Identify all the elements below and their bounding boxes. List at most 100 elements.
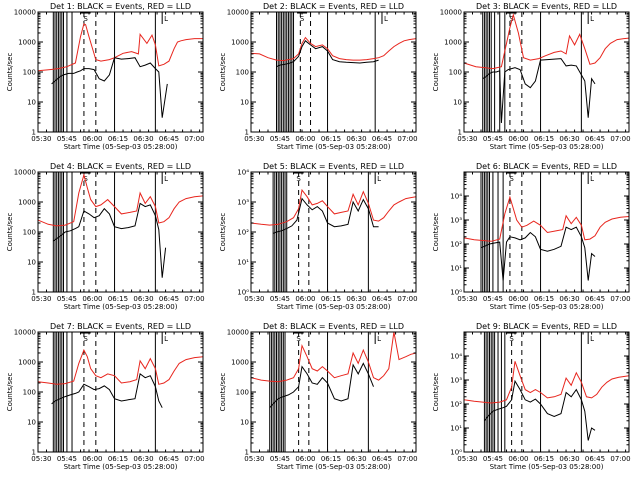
- y-tick-label: 10⁰: [450, 449, 462, 457]
- x-tick-label: 06:15: [534, 295, 554, 303]
- marker-l-label: L: [377, 175, 381, 183]
- x-tick-label: 05:45: [483, 295, 503, 303]
- lld-series-line: [463, 195, 630, 242]
- marker-s-label: S: [296, 335, 301, 343]
- x-tick-label: 06:30: [346, 295, 366, 303]
- marker-l-label: L: [377, 335, 381, 343]
- x-tick-label: 07:00: [397, 135, 417, 143]
- y-tick-label: 100: [449, 69, 462, 77]
- x-tick-label: 05:30: [31, 135, 51, 143]
- lld-series-line: [37, 173, 204, 227]
- y-tick-label: 10³: [237, 199, 249, 207]
- marker-l-label: L: [384, 15, 388, 23]
- events-series-line: [482, 58, 596, 124]
- y-tick-label: 10: [453, 99, 462, 107]
- marker-s-label: S: [83, 335, 88, 343]
- x-tick-label: 05:30: [244, 455, 264, 463]
- plot-frame: [37, 11, 204, 133]
- x-tick-label: 06:30: [559, 455, 579, 463]
- x-axis-label: Start Time (05-Sep-03 05:28:00): [490, 463, 604, 471]
- y-tick-label: 1000: [18, 199, 36, 207]
- y-tick-label: 10²: [237, 229, 249, 237]
- x-tick-label: 06:15: [108, 135, 128, 143]
- y-tick-label: 1000: [18, 359, 36, 367]
- y-tick-label: 10⁴: [450, 193, 462, 201]
- y-tick-label: 10³: [450, 217, 462, 225]
- x-tick-label: 06:30: [559, 135, 579, 143]
- x-tick-label: 06:30: [133, 295, 153, 303]
- detector-panel-5: Det 5: BLACK = Events, RED = LLD S L 10⁰ 10¹…: [219, 162, 418, 311]
- x-tick-label: 07:00: [610, 295, 630, 303]
- y-tick-label: 1000: [18, 39, 36, 47]
- y-tick-label: 1000: [444, 39, 462, 47]
- y-tick-label: 1: [32, 289, 36, 297]
- plot-frame: [463, 171, 630, 293]
- y-tick-label: 1: [245, 129, 249, 137]
- x-tick-label: 07:00: [184, 455, 204, 463]
- x-tick-label: 06:45: [372, 455, 392, 463]
- y-axis-label: Counts/sec: [432, 213, 440, 252]
- x-tick-label: 05:30: [457, 135, 477, 143]
- x-tick-label: 06:30: [346, 455, 366, 463]
- plot-frame: [250, 11, 417, 133]
- x-tick-label: 05:45: [270, 295, 290, 303]
- lld-series-line: [250, 36, 417, 62]
- plot-frame: [37, 331, 204, 453]
- y-axis-label: Counts/sec: [432, 53, 440, 92]
- x-tick-label: 05:45: [57, 295, 77, 303]
- x-axis-label: Start Time (05-Sep-03 05:28:00): [64, 463, 178, 471]
- lld-series-line: [37, 23, 203, 72]
- y-tick-label: 10¹: [450, 425, 462, 433]
- detector-panel-4: Det 4: BLACK = Events, RED = LLD S L 1 10 100…: [6, 162, 205, 311]
- x-tick-label: 06:30: [133, 455, 153, 463]
- marker-l-label: L: [164, 335, 168, 343]
- y-tick-label: 10⁰: [237, 289, 249, 297]
- y-axis-label: Counts/sec: [432, 373, 440, 412]
- lld-series-line: [37, 348, 204, 385]
- x-tick-label: 06:45: [585, 455, 605, 463]
- events-series-line: [484, 379, 596, 441]
- y-tick-label: 10¹: [237, 259, 249, 267]
- x-tick-label: 05:45: [483, 135, 503, 143]
- y-tick-label: 10000: [14, 9, 36, 17]
- marker-l-label: L: [590, 15, 594, 23]
- x-tick-label: 06:15: [321, 295, 341, 303]
- panel-title: Det 6: BLACK = Events, RED = LLD: [476, 162, 617, 171]
- detector-panel-2: Det 2: BLACK = Events, RED = LLD S L 1 10 100…: [219, 2, 418, 151]
- x-tick-label: 06:45: [372, 295, 392, 303]
- plot-frame: [463, 11, 630, 133]
- marker-s-label: S: [83, 15, 88, 23]
- panel-title: Det 9: BLACK = Events, RED = LLD: [476, 322, 617, 331]
- y-axis-label: Counts/sec: [219, 373, 227, 412]
- y-tick-label: 1: [32, 129, 36, 137]
- events-series-line: [272, 197, 379, 234]
- marker-s-label: S: [300, 15, 305, 23]
- y-tick-label: 100: [236, 69, 249, 77]
- x-tick-label: 07:00: [184, 135, 204, 143]
- marker-s-label: S: [509, 335, 514, 343]
- y-tick-label: 1000: [231, 359, 249, 367]
- x-tick-label: 06:00: [295, 295, 315, 303]
- y-tick-label: 100: [236, 389, 249, 397]
- x-tick-label: 05:30: [31, 295, 51, 303]
- x-tick-label: 06:15: [321, 135, 341, 143]
- x-tick-label: 05:45: [57, 455, 77, 463]
- events-series-line: [53, 202, 167, 278]
- y-tick-label: 10000: [14, 169, 36, 177]
- x-tick-label: 06:15: [534, 455, 554, 463]
- marker-l-label: L: [164, 175, 168, 183]
- y-tick-label: 100: [23, 389, 36, 397]
- events-series-line: [269, 362, 374, 409]
- plot-frame: [463, 331, 630, 453]
- y-tick-label: 10: [27, 419, 36, 427]
- x-tick-label: 06:45: [159, 135, 179, 143]
- y-tick-label: 10²: [450, 401, 462, 409]
- panel-title: Det 5: BLACK = Events, RED = LLD: [263, 162, 404, 171]
- marker-l-label: L: [164, 15, 168, 23]
- x-tick-label: 05:30: [457, 295, 477, 303]
- y-tick-label: 10000: [227, 329, 249, 337]
- x-tick-label: 06:30: [133, 135, 153, 143]
- y-tick-label: 10: [27, 259, 36, 267]
